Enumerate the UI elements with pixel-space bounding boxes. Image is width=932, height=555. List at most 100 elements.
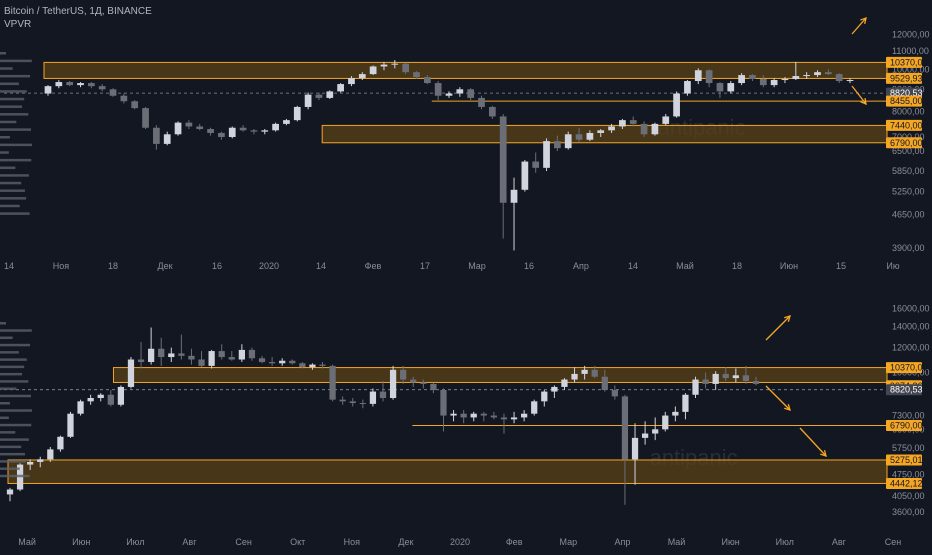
candle-body	[309, 364, 316, 368]
candle-body	[672, 411, 679, 416]
candle	[107, 390, 114, 407]
candle	[228, 351, 235, 361]
arrow-shaft	[851, 85, 867, 105]
candle	[239, 125, 247, 132]
x-tick-label: Сен	[885, 537, 902, 547]
candle-body	[629, 120, 637, 124]
candle-body	[792, 76, 800, 80]
candle-body	[127, 359, 135, 387]
candle-body	[137, 359, 145, 363]
candle-body	[329, 365, 336, 400]
candle	[543, 138, 550, 172]
candle-body	[258, 358, 266, 363]
candle-body	[488, 106, 496, 117]
candle	[738, 73, 745, 86]
candle-body	[339, 399, 346, 402]
volume-profile-bar	[0, 113, 29, 116]
candle	[98, 84, 106, 92]
candle	[601, 369, 608, 392]
candle	[694, 68, 702, 85]
candle-body	[722, 373, 729, 379]
candle	[499, 114, 507, 239]
candle	[732, 368, 739, 383]
candle	[835, 73, 843, 84]
price-tag: 8455,00	[886, 95, 923, 107]
volume-profile-bar	[0, 380, 29, 383]
price-tag-label: 10370,00	[890, 363, 928, 373]
candle	[279, 358, 286, 366]
candle	[500, 413, 508, 434]
candle	[532, 152, 540, 173]
arrow-head	[860, 97, 867, 106]
candle	[575, 127, 583, 143]
candle	[490, 411, 498, 420]
candle-body	[47, 449, 54, 460]
candle-body	[142, 108, 149, 128]
price-tag-bg	[886, 419, 922, 431]
candle-body	[153, 127, 160, 144]
candle	[293, 105, 301, 122]
price-tag: 9529,93	[886, 72, 923, 84]
x-tick-label: 16	[524, 261, 534, 271]
candle-body	[662, 116, 670, 124]
candle	[470, 411, 477, 422]
volume-profile-bar	[0, 452, 25, 456]
volume-profile-bar	[0, 143, 32, 147]
y-tick-label: 4650,00	[892, 210, 925, 220]
y-tick-label: 16000,00	[892, 303, 930, 313]
candle-body	[450, 413, 457, 416]
candle-body	[752, 380, 760, 384]
candle-body	[759, 79, 767, 86]
volume-profile-bar	[0, 128, 31, 131]
candle-body	[359, 403, 366, 405]
candle	[742, 365, 750, 384]
candle	[319, 362, 326, 369]
price-panel-1: antipanic12000,0011000,0010000,009000,00…	[0, 16, 930, 271]
candle-body	[6, 489, 14, 495]
candle	[662, 411, 669, 432]
candle	[672, 406, 679, 422]
candle-body	[732, 375, 739, 379]
candle	[67, 411, 74, 438]
x-tick-label: Апр	[573, 261, 589, 271]
candle-body	[304, 94, 312, 107]
candle	[682, 393, 689, 420]
candle	[47, 446, 54, 462]
candle-body	[824, 72, 832, 75]
candle-body	[67, 413, 74, 437]
volume-profile-bar	[0, 336, 13, 340]
price-tag-bg	[886, 454, 922, 466]
x-tick-label: Фев	[506, 537, 523, 547]
candle-body	[163, 134, 171, 144]
candle	[391, 60, 399, 69]
candle-body	[692, 379, 699, 395]
candle	[752, 376, 760, 386]
candle	[304, 92, 312, 110]
candle	[759, 75, 767, 88]
price-tag-label: 4442,12	[890, 478, 923, 488]
candle	[137, 342, 145, 369]
volume-profile-bar	[0, 74, 31, 78]
price-tag-label: 8820,53	[890, 385, 923, 395]
x-tick-label: Окт	[290, 537, 305, 547]
candle-body	[379, 391, 387, 399]
y-tick-label: 3900,00	[892, 243, 925, 253]
candle	[329, 364, 336, 402]
arrow-up-icon	[765, 315, 791, 341]
candle-body	[293, 106, 301, 121]
candle	[218, 131, 225, 140]
x-tick-label: Май	[18, 537, 36, 547]
candle-body	[581, 369, 588, 374]
candle-body	[480, 413, 487, 416]
candle-body	[87, 398, 94, 402]
candle	[456, 87, 464, 97]
candle	[163, 131, 171, 146]
arrow-head	[784, 315, 791, 322]
x-tick-label: 14	[628, 261, 638, 271]
candle	[196, 123, 204, 131]
candle	[631, 423, 639, 485]
candle-body	[846, 80, 854, 82]
price-tag: 7440,00	[886, 119, 923, 131]
